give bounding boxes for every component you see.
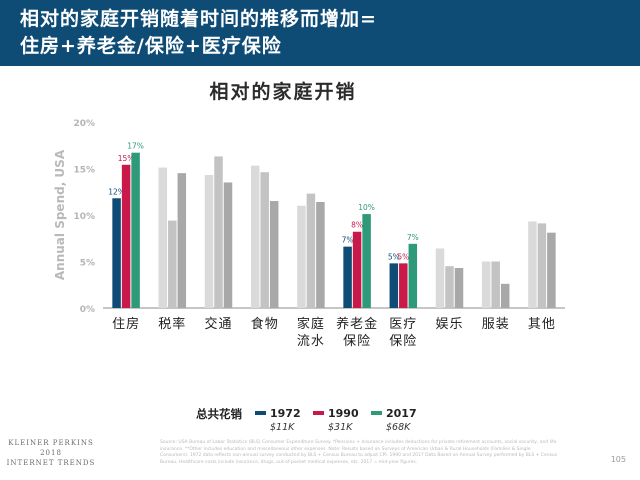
bar <box>306 193 316 308</box>
y-tick-label: 0% <box>80 305 95 315</box>
x-tick-label: 食物 <box>251 316 279 332</box>
data-label: 15% <box>118 154 135 163</box>
legend-total: $11K <box>270 422 295 433</box>
bar <box>214 156 223 308</box>
legend-title: 总共花销 <box>196 407 242 421</box>
x-tick-label: 家庭流水 <box>297 316 325 349</box>
bar <box>435 248 445 308</box>
bar <box>250 165 260 308</box>
x-tick-label: 养老金保险 <box>336 316 378 349</box>
bar <box>168 220 177 308</box>
y-tick-label: 5% <box>80 259 95 269</box>
bar <box>500 283 510 308</box>
x-tick-label: 服装 <box>482 317 510 332</box>
legend-year: 1990 <box>328 407 359 420</box>
legend-year: 1972 <box>270 407 301 420</box>
bar <box>158 167 168 308</box>
bar <box>177 173 187 308</box>
chart-title: 相对的家庭开销 <box>209 80 356 103</box>
x-tick-label: 住房 <box>112 316 140 332</box>
legend-swatch <box>371 411 382 415</box>
data-label: 17% <box>127 142 144 151</box>
x-tick-label: 医疗保险 <box>389 317 417 349</box>
bar <box>408 243 418 308</box>
bar <box>297 205 306 308</box>
legend-total: $31K <box>328 422 353 433</box>
data-label: 12% <box>108 187 125 196</box>
bar <box>481 261 491 308</box>
bar <box>343 246 352 308</box>
bar-chart: 相对的家庭开销 Annual Spend, USA 0% 5% 10% 15% 20% 12%… <box>53 80 565 433</box>
legend-swatch <box>255 411 266 415</box>
legend-year: 2017 <box>386 407 417 420</box>
bar <box>316 201 325 308</box>
slide-title: 相对的家庭开销随着时间的推移而增加= 住房+养老金/保险+医疗保险 <box>20 8 377 57</box>
x-tick-label: 娱乐 <box>435 317 463 332</box>
bar <box>537 223 547 308</box>
y-tick-label: 10% <box>73 212 95 222</box>
x-tick-label: 交通 <box>204 316 232 332</box>
bar <box>547 232 556 308</box>
source-footnote: Source: USA Bureau of Labor Statistics (… <box>160 440 558 465</box>
data-label: 5% <box>388 252 400 261</box>
y-tick-label: 20% <box>73 119 95 129</box>
bar <box>112 198 121 308</box>
bar <box>362 214 371 308</box>
data-label: 8% <box>351 221 363 230</box>
data-label: 5% <box>397 252 409 261</box>
bar <box>528 221 537 308</box>
bar <box>121 164 131 308</box>
legend-total: $68K <box>386 422 411 433</box>
bar <box>352 231 362 308</box>
bar <box>204 175 214 308</box>
x-tick-label: 税率 <box>158 316 186 332</box>
x-tick-label: 其他 <box>528 317 556 332</box>
data-label: 10% <box>358 203 375 212</box>
bar <box>269 201 279 308</box>
brand-logo-text: KLEINER PERKINS 2018 INTERNET TRENDS <box>6 439 96 467</box>
bar <box>260 172 269 308</box>
y-tick-label: 15% <box>73 166 95 176</box>
y-axis-title: Annual Spend, USA <box>53 149 67 280</box>
data-label: 7% <box>342 236 354 245</box>
data-label: 7% <box>407 233 419 242</box>
bar <box>445 266 454 308</box>
legend-swatch <box>313 411 324 415</box>
bar <box>454 268 464 308</box>
page-number: 105 <box>610 455 626 464</box>
bar <box>399 263 408 308</box>
title-banner: 相对的家庭开销随着时间的推移而增加= 住房+养老金/保险+医疗保险 <box>0 0 640 66</box>
bar <box>389 263 399 308</box>
bar <box>131 152 140 308</box>
bar <box>223 182 233 308</box>
bar <box>491 261 500 308</box>
